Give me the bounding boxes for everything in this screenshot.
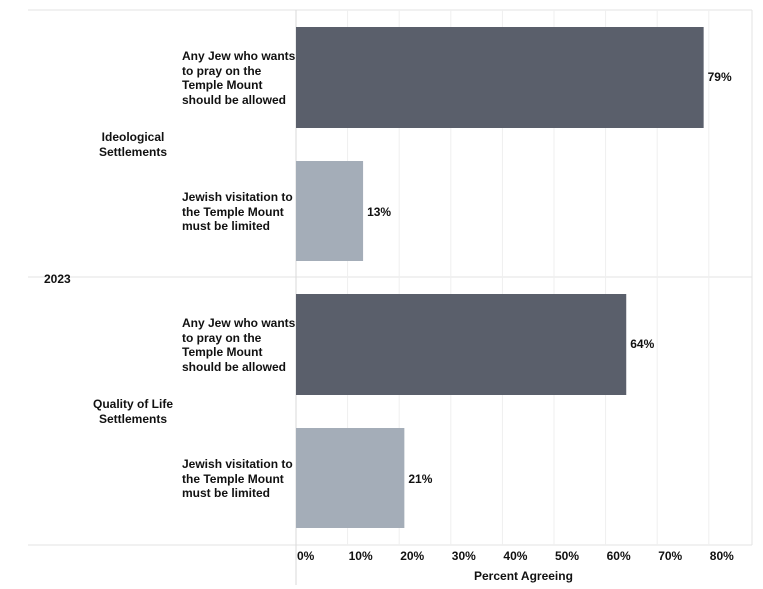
bar-category-label-line: Jewish visitation to: [182, 457, 293, 471]
group-label-line: Settlements: [98, 144, 168, 159]
bar: [296, 428, 405, 528]
bar: [296, 161, 364, 261]
bar-category-label: Jewish visitation to the Temple Mount mu…: [182, 457, 293, 501]
bar-category-label-line: Any Jew who wants: [182, 49, 296, 63]
x-tick-label: 80%: [710, 549, 734, 563]
x-tick-label: 30%: [452, 549, 476, 563]
bar-category-label-line: Any Jew who wants: [182, 316, 296, 330]
group-label-ideological: Ideological Settlements: [78, 130, 188, 159]
bar-category-label: Jewish visitation to the Temple Mount mu…: [182, 190, 293, 234]
bar-category-label-line: the Temple Mount: [182, 471, 284, 486]
bar-category-label-line: Temple Mount: [182, 345, 263, 359]
bar-category-label-line: Temple Mount: [182, 78, 263, 92]
bar-category-label: Any Jew who wants to pray on the Temple …: [182, 49, 295, 107]
x-tick-label: 60%: [607, 549, 631, 563]
x-tick-label: 50%: [555, 549, 579, 563]
bar-category-label-line: to pray on the: [182, 330, 262, 345]
x-tick-label: 10%: [349, 549, 373, 563]
bar-category-label-line: must be limited: [182, 219, 271, 233]
bar-category-label: Any Jew who wants to pray on the Temple …: [182, 316, 295, 374]
x-tick-label: 40%: [503, 549, 527, 563]
bar-category-label-line: should be allowed: [182, 359, 287, 374]
bar-value-label: 64%: [630, 337, 654, 351]
bar-category-label-line: the Temple Mount: [182, 204, 284, 219]
group-label-quality-of-life: Quality of Life Settlements: [73, 397, 193, 426]
x-tick-label: 20%: [400, 549, 424, 563]
bar: [296, 294, 627, 395]
group-label-line: Ideological: [101, 130, 165, 144]
x-tick-label: 70%: [658, 549, 682, 563]
bar-category-label-line: to pray on the: [182, 63, 262, 78]
bar-category-label-line: Jewish visitation to: [182, 190, 293, 204]
bar-value-label: 21%: [408, 472, 432, 486]
group-label-line: Settlements: [98, 411, 168, 426]
bar-category-label-line: must be limited: [182, 486, 271, 500]
year-label: 2023: [44, 272, 71, 286]
bar-value-label: 79%: [708, 70, 732, 84]
bar-category-label-line: should be allowed: [182, 92, 287, 107]
bar: [296, 27, 704, 128]
group-label-line: Quality of Life: [92, 397, 173, 411]
x-tick-label: 0%: [297, 549, 315, 563]
bar-value-label: 13%: [367, 205, 391, 219]
x-axis-title: Percent Agreeing: [474, 569, 573, 583]
